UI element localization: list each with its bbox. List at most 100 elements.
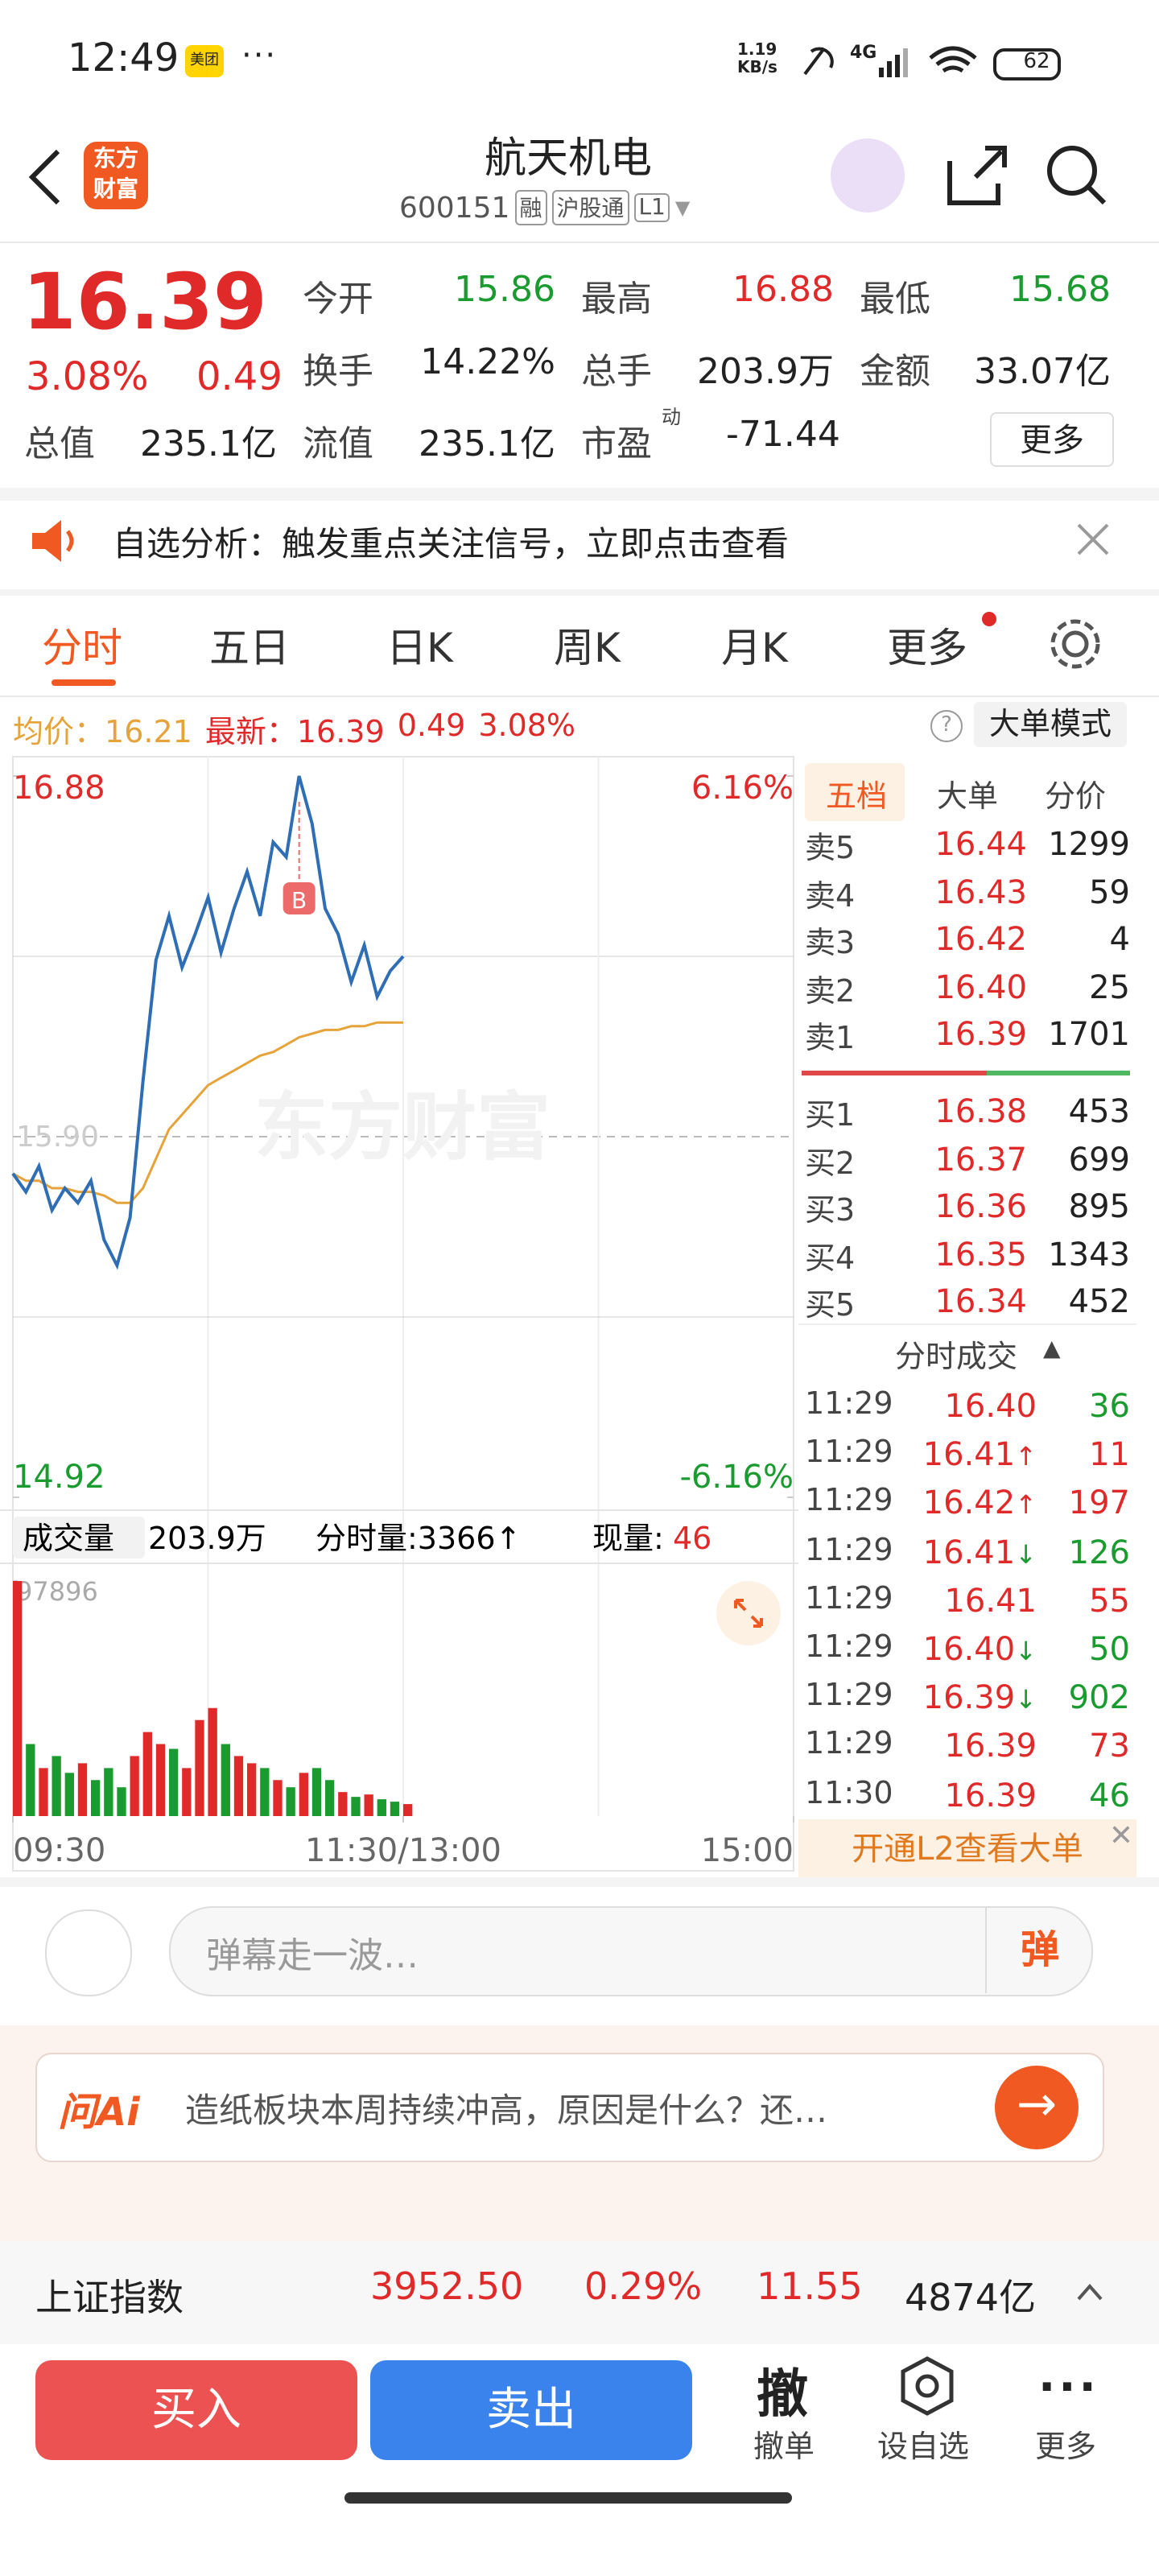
- tab[interactable]: 分时: [42, 625, 123, 671]
- l2-close[interactable]: ✕: [1108, 1819, 1133, 1853]
- ai-box[interactable]: [35, 2053, 1104, 2162]
- ai-avatar[interactable]: [831, 138, 905, 213]
- volume-bar: [247, 1763, 257, 1816]
- search-icon[interactable]: [1047, 146, 1097, 196]
- ai-go[interactable]: →: [995, 2066, 1079, 2149]
- cancel-icon: 撤: [757, 2363, 809, 2425]
- cancel-button[interactable]: 撤单: [753, 2429, 815, 2465]
- expand-icon[interactable]: [1075, 2280, 1104, 2302]
- book-vol: 895: [1068, 1187, 1130, 1225]
- book-vol: 1343: [1048, 1234, 1130, 1273]
- book-label: 买3: [805, 1193, 856, 1228]
- volume-bar: [403, 1804, 413, 1816]
- more-button[interactable]: 更多: [990, 412, 1114, 467]
- buy-button[interactable]: 买入: [35, 2360, 357, 2460]
- volume-bar: [299, 1773, 308, 1816]
- trade-price: 16.39: [944, 1775, 1037, 1814]
- close-notice[interactable]: [1075, 522, 1111, 557]
- volume-bar: [364, 1794, 373, 1816]
- index-name: 上证指数: [35, 2278, 184, 2320]
- latest-value: 16.39: [296, 715, 385, 750]
- x-tick-label: 11:30/13:00: [305, 1832, 501, 1869]
- x-tick-label: 15:00: [701, 1832, 794, 1869]
- field-value: 15.86: [454, 270, 555, 311]
- danmaku-placeholder: 弹幕走一波…: [206, 1937, 419, 1977]
- volume-bar: [104, 1768, 113, 1816]
- app-badge: 美团: [185, 45, 224, 77]
- volume-fenshi: 分时量:3366↑: [316, 1521, 521, 1556]
- help-icon[interactable]: ?: [930, 710, 963, 742]
- book-vol: 25: [1089, 967, 1130, 1005]
- volume-bar: [77, 1763, 88, 1816]
- latest-label: 最新：: [204, 715, 297, 750]
- network: 4G: [850, 42, 877, 63]
- settings-icon[interactable]: [1046, 615, 1104, 673]
- trades-caret: ▲: [1043, 1336, 1061, 1362]
- trade-price: 16.41: [944, 1581, 1037, 1620]
- volume-selector[interactable]: [13, 1517, 145, 1558]
- book-price: 16.38: [934, 1092, 1027, 1130]
- trade-vol: 46: [1089, 1775, 1130, 1814]
- danmaku-input[interactable]: [169, 1906, 1093, 1996]
- book-label: 卖5: [805, 831, 856, 866]
- tab[interactable]: 月K: [721, 625, 788, 671]
- trade-price-value: 16.40: [944, 1386, 1037, 1425]
- field-value: 235.1亿: [419, 425, 555, 465]
- sell-button[interactable]: 卖出: [370, 2360, 692, 2460]
- back-button[interactable]: [23, 148, 71, 206]
- book-label: 买4: [805, 1241, 856, 1276]
- trade-vol: 126: [1068, 1532, 1130, 1571]
- danmaku-send[interactable]: 弹: [985, 1906, 1093, 1993]
- trade-arrow: ↓: [1015, 1538, 1037, 1570]
- ai-logo: 问Ai: [58, 2090, 140, 2135]
- danmaku-settings[interactable]: [45, 1909, 132, 1996]
- tab[interactable]: 更多: [887, 625, 968, 671]
- mode-button[interactable]: 大单模式: [974, 702, 1127, 747]
- trades-title[interactable]: 分时成交: [895, 1340, 1018, 1375]
- volume-current-label: 现量:: [592, 1521, 664, 1556]
- volume-tick-label: 97896: [16, 1576, 98, 1607]
- book-tab[interactable]: 大单: [936, 779, 998, 815]
- field-value: 235.1亿: [140, 425, 277, 465]
- volume-bar: [117, 1787, 126, 1816]
- share-icon[interactable]: [947, 146, 1007, 205]
- volume-bar: [311, 1768, 322, 1816]
- book-price: 16.43: [934, 872, 1027, 910]
- trade-price-value: 16.41: [944, 1580, 1037, 1620]
- l2-banner[interactable]: 开通L2查看大单: [798, 1819, 1136, 1877]
- volume-bar: [64, 1773, 74, 1816]
- home-indicator: [344, 2492, 792, 2504]
- price-line: [12, 1021, 403, 1204]
- field-value: 203.9万: [697, 353, 834, 393]
- code-row: 600151 融沪股通 L1 ▼: [399, 190, 690, 225]
- volume-bar: [260, 1768, 270, 1816]
- field-value: 33.07亿: [974, 353, 1111, 393]
- app-logo[interactable]: 东方财富: [84, 142, 148, 209]
- trade-time: 11:29: [805, 1483, 893, 1519]
- book-label: 买5: [805, 1288, 856, 1323]
- watch-icon: [901, 2356, 954, 2416]
- trade-price: 16.42↑: [923, 1484, 1037, 1522]
- trade-vol: 902: [1068, 1678, 1130, 1717]
- info-bar: 均价：16.21 最新：16.39 0.49 3.08%: [13, 708, 575, 752]
- notice-text[interactable]: 自选分析：触发重点关注信号，立即点击查看: [113, 525, 789, 564]
- field-label: 最低: [860, 280, 931, 320]
- book-label: 卖3: [805, 926, 856, 961]
- badge-dot: [982, 612, 996, 626]
- book-tab[interactable]: 五档: [825, 779, 887, 815]
- code-tag: L1: [633, 193, 670, 222]
- watch-button[interactable]: 设自选: [877, 2429, 970, 2465]
- more-icon: ···: [1038, 2360, 1099, 2413]
- watermark: 东方财富: [254, 1084, 551, 1170]
- volume-total: 203.9万: [148, 1521, 266, 1556]
- book-tab[interactable]: 分价: [1044, 779, 1106, 815]
- tab[interactable]: 周K: [554, 625, 621, 671]
- tab[interactable]: 日K: [386, 625, 453, 671]
- fullscreen-button[interactable]: [716, 1581, 781, 1645]
- book-tab-bg: [805, 763, 905, 821]
- tab[interactable]: 五日: [209, 625, 291, 671]
- index-bar[interactable]: [0, 2241, 1159, 2344]
- avg-text: 均价：: [13, 715, 105, 750]
- more-actions[interactable]: 更多: [1035, 2429, 1097, 2465]
- book-price: 16.36: [934, 1187, 1027, 1225]
